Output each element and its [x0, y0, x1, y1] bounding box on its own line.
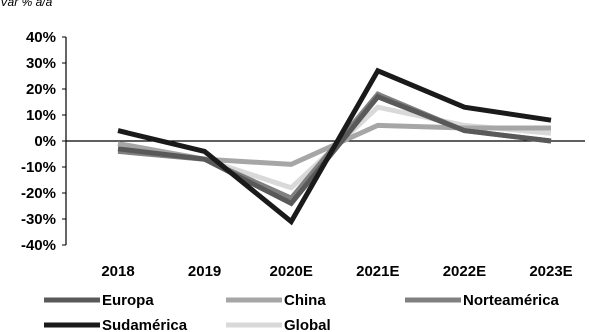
legend-item: China: [226, 292, 326, 309]
axes: [62, 36, 585, 246]
legend: Europa China Norteamérica Sudamérica Global: [44, 292, 560, 332]
y-tick-label: -30%: [21, 211, 56, 228]
y-tick-label: 10%: [26, 107, 56, 124]
y-tick-label: 20%: [26, 81, 56, 98]
x-tick-label: 2021E: [356, 263, 399, 280]
x-tick-label: 2018: [101, 263, 134, 280]
legend-label: Europa: [102, 292, 154, 309]
x-tick-label: 2022E: [443, 263, 486, 280]
y-tick-label: -10%: [21, 159, 56, 176]
y-tick-label: -20%: [21, 185, 56, 202]
x-tick-labels: 2018 2019 2020E 2021E 2022E 2023E: [101, 263, 572, 280]
legend-label: Sudamérica: [102, 317, 188, 332]
legend-label: China: [284, 292, 326, 309]
y-tick-label: 0%: [34, 133, 56, 150]
x-tick-label: 2019: [188, 263, 221, 280]
x-tick-label: 2023E: [529, 263, 572, 280]
legend-item: Europa: [44, 292, 154, 309]
legend-label: Global: [284, 317, 331, 332]
y-axis-label-partial: Var % a/a: [0, 0, 53, 9]
legend-item: Global: [226, 317, 331, 332]
x-tick-label: 2020E: [270, 263, 313, 280]
y-tick-label: 40%: [26, 29, 56, 46]
y-tick-label: 30%: [26, 55, 56, 72]
legend-label: Norteamérica: [463, 292, 560, 309]
legend-item: Sudamérica: [44, 317, 188, 332]
y-tick-labels: 40% 30% 20% 10% 0% -10% -20% -30% -40%: [21, 29, 56, 254]
legend-item: Norteamérica: [405, 292, 560, 309]
series-lines: [117, 67, 552, 226]
series-line-sudam-rica: [117, 67, 552, 226]
y-tick-label: -40%: [21, 237, 56, 254]
